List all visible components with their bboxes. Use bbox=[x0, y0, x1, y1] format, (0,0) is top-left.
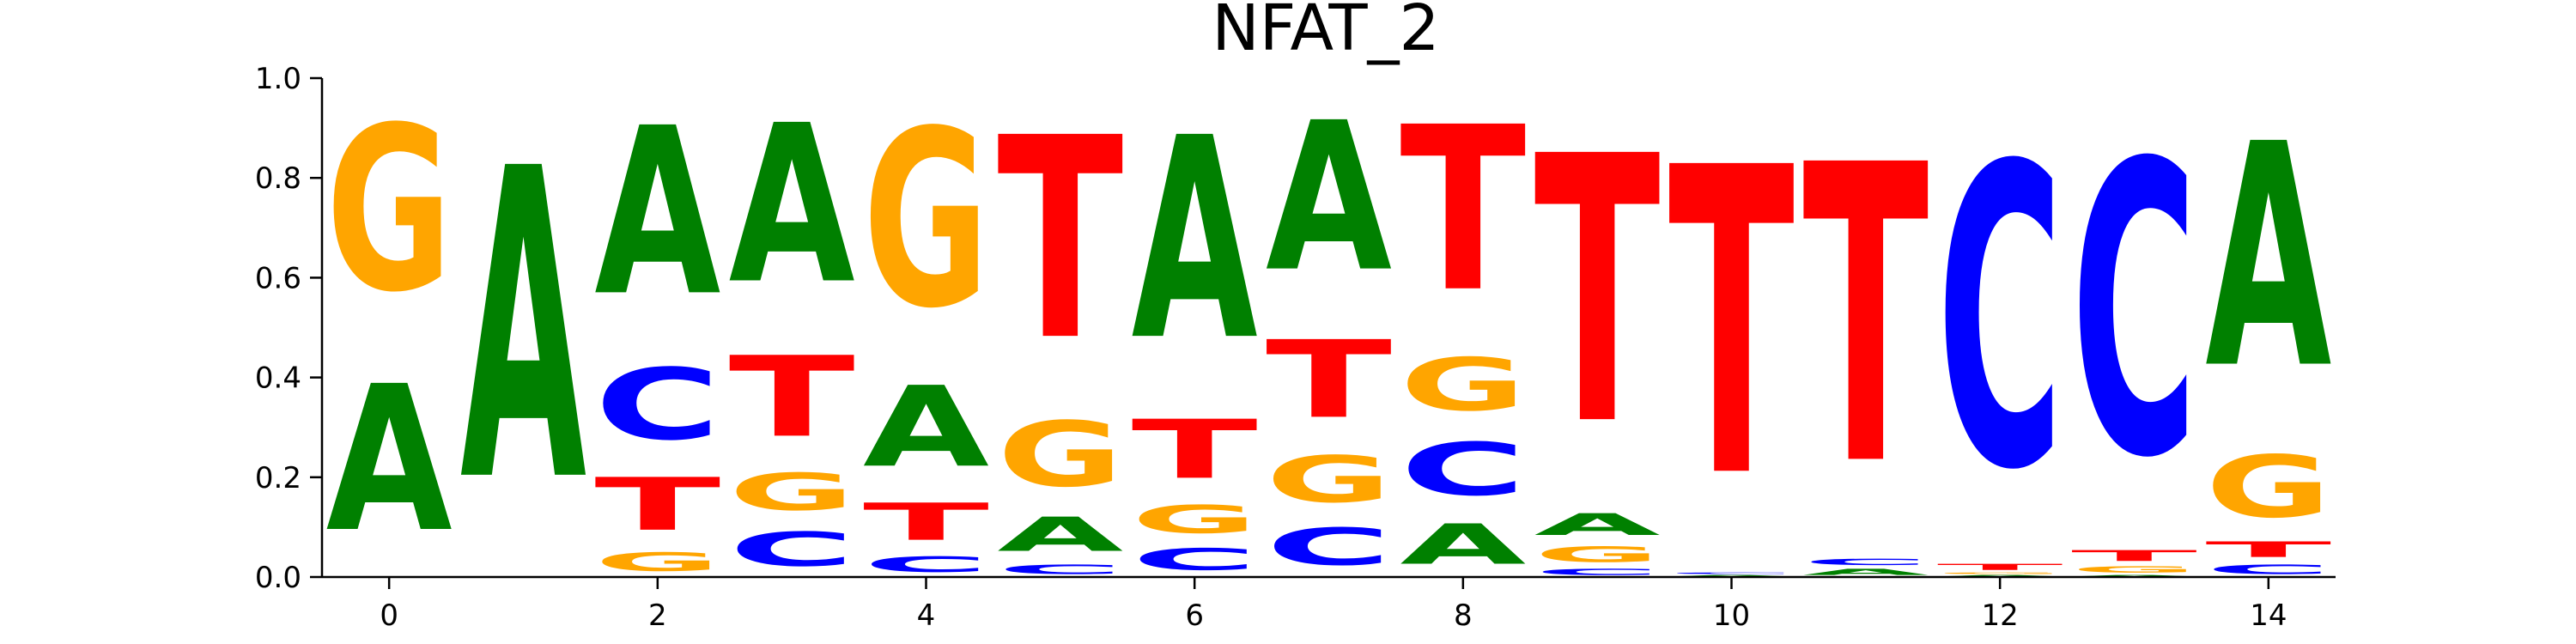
y-tick-label: 0.4 bbox=[255, 361, 301, 396]
logo-letter-pos8-T: T bbox=[1400, 79, 1526, 342]
logo-letter-pos8-A: A bbox=[1400, 513, 1526, 577]
letters-layer: AG A GTCACGTACTAGCAGTCGTACGTAACGTCGATACTAC… bbox=[326, 78, 2333, 577]
logo-letter-pos13-A: A bbox=[2071, 574, 2197, 577]
logo-letter-pos4-C: C bbox=[863, 552, 989, 577]
logo-letter-pos3-T: T bbox=[729, 332, 855, 461]
logo-letter-pos5-G: G bbox=[997, 403, 1123, 507]
logo-letter-pos10-A: A bbox=[1668, 574, 1795, 577]
logo-letter-pos9-A: A bbox=[1534, 507, 1661, 542]
logo-letter-pos7-T: T bbox=[1266, 319, 1392, 442]
logo-letter-pos12-A: A bbox=[1937, 574, 2063, 577]
logo-letter-pos9-C: C bbox=[1534, 567, 1661, 577]
chart-title: NFAT_2 bbox=[1212, 0, 1439, 65]
logo-letter-pos9-T: T bbox=[1534, 79, 1662, 506]
logo-letter-pos5-C: C bbox=[997, 562, 1123, 577]
x-tick-label: 0 bbox=[380, 598, 398, 633]
logo-letter-pos14-A: A bbox=[2205, 78, 2332, 436]
logo-letter-pos12-G: G bbox=[1937, 572, 2063, 574]
logo-letter-pos3-C: C bbox=[729, 522, 855, 577]
logo-letter-pos2-T: T bbox=[594, 462, 720, 547]
logo-letter-pos0-G: G bbox=[326, 80, 453, 343]
x-tick-label: 2 bbox=[648, 598, 667, 633]
logo-letter-pos7-A: A bbox=[1266, 78, 1392, 317]
y-tick-label: 1.0 bbox=[255, 62, 301, 96]
logo-letter-pos14-T: T bbox=[2205, 538, 2331, 562]
logo-letter-pos1-A: A bbox=[460, 79, 587, 576]
logo-letter-pos13-G: G bbox=[2071, 564, 2197, 574]
x-tick-label: 6 bbox=[1185, 598, 1204, 633]
y-tick-label: 0.2 bbox=[255, 461, 301, 495]
axes-layer: 0.0 0.2 0.4 0.6 0.8 1.0 0 2 4 6 8 10 12 14 bbox=[255, 62, 2336, 633]
logo-letter-pos10-T: T bbox=[1668, 79, 1795, 571]
logo-letter-pos5-T: T bbox=[997, 78, 1124, 401]
logo-letter-pos12-C: C bbox=[1937, 79, 2063, 560]
logo-letter-pos14-C: C bbox=[2205, 562, 2331, 577]
logo-letter-pos2-G: G bbox=[594, 547, 720, 577]
logo-letter-pos10-C: C bbox=[1668, 572, 1795, 574]
logo-letter-pos11-C: C bbox=[1802, 557, 1929, 568]
logo-letter-pos3-G: G bbox=[729, 463, 855, 522]
logo-letter-pos8-G: G bbox=[1400, 343, 1526, 428]
logo-letter-pos7-G: G bbox=[1266, 443, 1392, 517]
logo-letter-pos12-T: T bbox=[1937, 562, 2063, 573]
logo-letter-pos2-A: A bbox=[594, 78, 720, 347]
y-tick-label: 0.0 bbox=[255, 561, 301, 595]
logo-letter-pos3-A: A bbox=[729, 78, 855, 331]
x-tick-label: 14 bbox=[2250, 598, 2287, 633]
logo-letter-pos6-A: A bbox=[1132, 80, 1259, 402]
logo-letter-pos0-A: A bbox=[326, 344, 453, 577]
logo-letter-pos14-G: G bbox=[2205, 438, 2331, 537]
logo-letter-pos11-T: T bbox=[1802, 81, 1929, 556]
logo-letter-pos4-T: T bbox=[863, 493, 989, 552]
logo-letter-pos4-G: G bbox=[863, 78, 989, 361]
y-tick-label: 0.8 bbox=[255, 161, 301, 196]
logo-letter-pos7-C: C bbox=[1266, 517, 1392, 576]
logo-letter-pos11-A: A bbox=[1802, 567, 1929, 577]
x-tick-label: 8 bbox=[1454, 598, 1473, 633]
y-tick-label: 0.6 bbox=[255, 261, 301, 295]
logo-letter-pos6-G: G bbox=[1132, 497, 1258, 542]
logo-letter-pos4-A: A bbox=[863, 363, 989, 492]
x-tick-label: 12 bbox=[1982, 598, 2019, 633]
logo-letter-pos8-C: C bbox=[1400, 428, 1526, 512]
logo-letter-pos13-T: T bbox=[2071, 547, 2197, 564]
logo-letter-pos9-G: G bbox=[1534, 542, 1661, 567]
logo-letter-pos13-C: C bbox=[2071, 79, 2197, 545]
logo-letter-pos2-C: C bbox=[594, 349, 720, 462]
logo-letter-pos6-C: C bbox=[1132, 542, 1258, 576]
logo-letter-pos5-A: A bbox=[997, 507, 1123, 562]
x-tick-label: 10 bbox=[1713, 598, 1750, 633]
logo-letter-pos6-T: T bbox=[1132, 404, 1258, 498]
x-tick-label: 4 bbox=[917, 598, 936, 633]
